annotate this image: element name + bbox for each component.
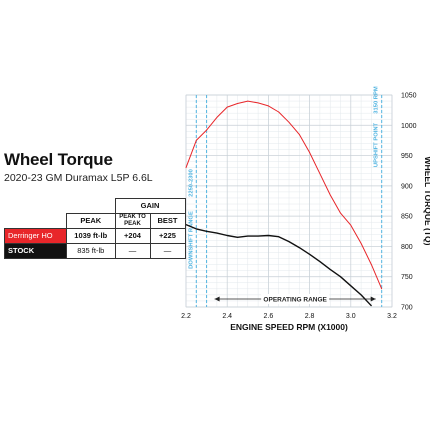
operating-range-label-bg bbox=[261, 294, 330, 304]
data-point bbox=[185, 224, 187, 226]
peak-to-peak-header: PEAK TO PEAK bbox=[114, 212, 151, 229]
data-point bbox=[309, 152, 310, 153]
comparison-table: GAIN PEAK PEAK TO PEAK BEST Derringer HO… bbox=[4, 198, 186, 259]
operating-range-arrow-left bbox=[214, 296, 220, 302]
data-point bbox=[298, 247, 300, 249]
x-tick-label: 3.2 bbox=[387, 313, 397, 320]
data-point bbox=[371, 264, 372, 265]
row-derringer-best: +225 bbox=[149, 227, 186, 244]
x-tick-label: 2.6 bbox=[264, 313, 274, 320]
data-point bbox=[329, 194, 331, 196]
data-point bbox=[278, 111, 280, 113]
data-point bbox=[329, 269, 331, 270]
data-point bbox=[206, 230, 208, 232]
data-point bbox=[237, 103, 238, 104]
chart-title: Wheel Torque bbox=[4, 150, 113, 169]
data-point bbox=[226, 106, 228, 108]
data-point bbox=[278, 236, 280, 238]
data-point bbox=[350, 224, 352, 226]
data-point bbox=[268, 105, 269, 107]
data-point bbox=[247, 100, 249, 102]
data-point bbox=[237, 236, 238, 238]
data-point bbox=[257, 235, 259, 237]
data-point bbox=[360, 294, 362, 296]
operating-range-arrow-right bbox=[370, 296, 376, 302]
data-point bbox=[319, 173, 321, 175]
series-line-derringer bbox=[185, 100, 383, 289]
data-point bbox=[298, 133, 300, 135]
data-point bbox=[350, 285, 352, 287]
x-tick-label: 2.4 bbox=[222, 313, 232, 320]
data-point bbox=[319, 261, 321, 262]
y-tick-label: 750 bbox=[401, 274, 413, 281]
row-derringer-peak: 1039 ft-lb bbox=[66, 227, 116, 244]
x-axis-label: ENGINE SPEED RPM (X1000) bbox=[230, 322, 348, 332]
row-stock-best: — bbox=[149, 242, 186, 259]
data-point bbox=[206, 129, 208, 131]
y-tick-label: 1050 bbox=[401, 93, 417, 100]
data-point bbox=[216, 232, 218, 234]
row-derringer-name: Derringer HO bbox=[4, 227, 67, 244]
table-row: STOCK 835 ft-lb — — bbox=[4, 242, 186, 259]
data-point bbox=[371, 305, 372, 307]
data-point bbox=[381, 288, 383, 290]
row-stock-peak-to-peak: — bbox=[114, 242, 151, 259]
upshift-rpm-label: 3150 RPM bbox=[374, 86, 380, 114]
data-point bbox=[309, 253, 310, 255]
data-point bbox=[257, 102, 259, 104]
downshift-rpm-label: 2250-2300 bbox=[188, 169, 194, 197]
table-row: Derringer HO 1039 ft-lb +204 +225 bbox=[4, 227, 186, 244]
operating-range-label: OPERATING RANGE bbox=[263, 297, 327, 304]
upshift-point-label: UPSHIFT POINT bbox=[374, 122, 380, 167]
data-point bbox=[340, 276, 341, 278]
data-point bbox=[195, 228, 197, 230]
y-tick-label: 950 bbox=[401, 153, 413, 160]
data-point bbox=[195, 140, 197, 141]
peak-header: PEAK bbox=[66, 212, 116, 229]
y-tick-label: 700 bbox=[401, 305, 413, 312]
x-tick-label: 3.0 bbox=[346, 313, 356, 320]
row-stock-name: STOCK bbox=[4, 242, 67, 259]
best-header: BEST bbox=[149, 212, 186, 229]
chart-subtitle: 2020-23 GM Duramax L5P 6.6L bbox=[4, 172, 153, 184]
y-tick-label: 900 bbox=[401, 183, 413, 190]
data-point bbox=[226, 235, 228, 236]
row-stock-peak: 835 ft-lb bbox=[66, 242, 116, 259]
y-tick-label: 800 bbox=[401, 244, 413, 251]
data-point bbox=[340, 212, 341, 214]
downshift-range-label: DOWNSHIFT RANGE bbox=[188, 211, 194, 269]
data-point bbox=[288, 121, 290, 123]
data-point bbox=[216, 117, 218, 118]
x-tick-label: 2.8 bbox=[305, 313, 315, 320]
data-point bbox=[268, 235, 269, 236]
data-point bbox=[185, 167, 187, 169]
y-tick-label: 850 bbox=[401, 214, 413, 221]
data-point bbox=[360, 243, 362, 244]
data-point bbox=[288, 241, 290, 242]
row-derringer-peak-to-peak: +204 bbox=[114, 227, 151, 244]
gain-header: GAIN bbox=[114, 198, 186, 214]
y-axis-label: WHEEL TORQUE (TQ) bbox=[423, 157, 430, 246]
x-tick-label: 2.2 bbox=[181, 313, 191, 320]
y-tick-label: 1000 bbox=[401, 123, 417, 130]
data-point bbox=[247, 235, 249, 237]
